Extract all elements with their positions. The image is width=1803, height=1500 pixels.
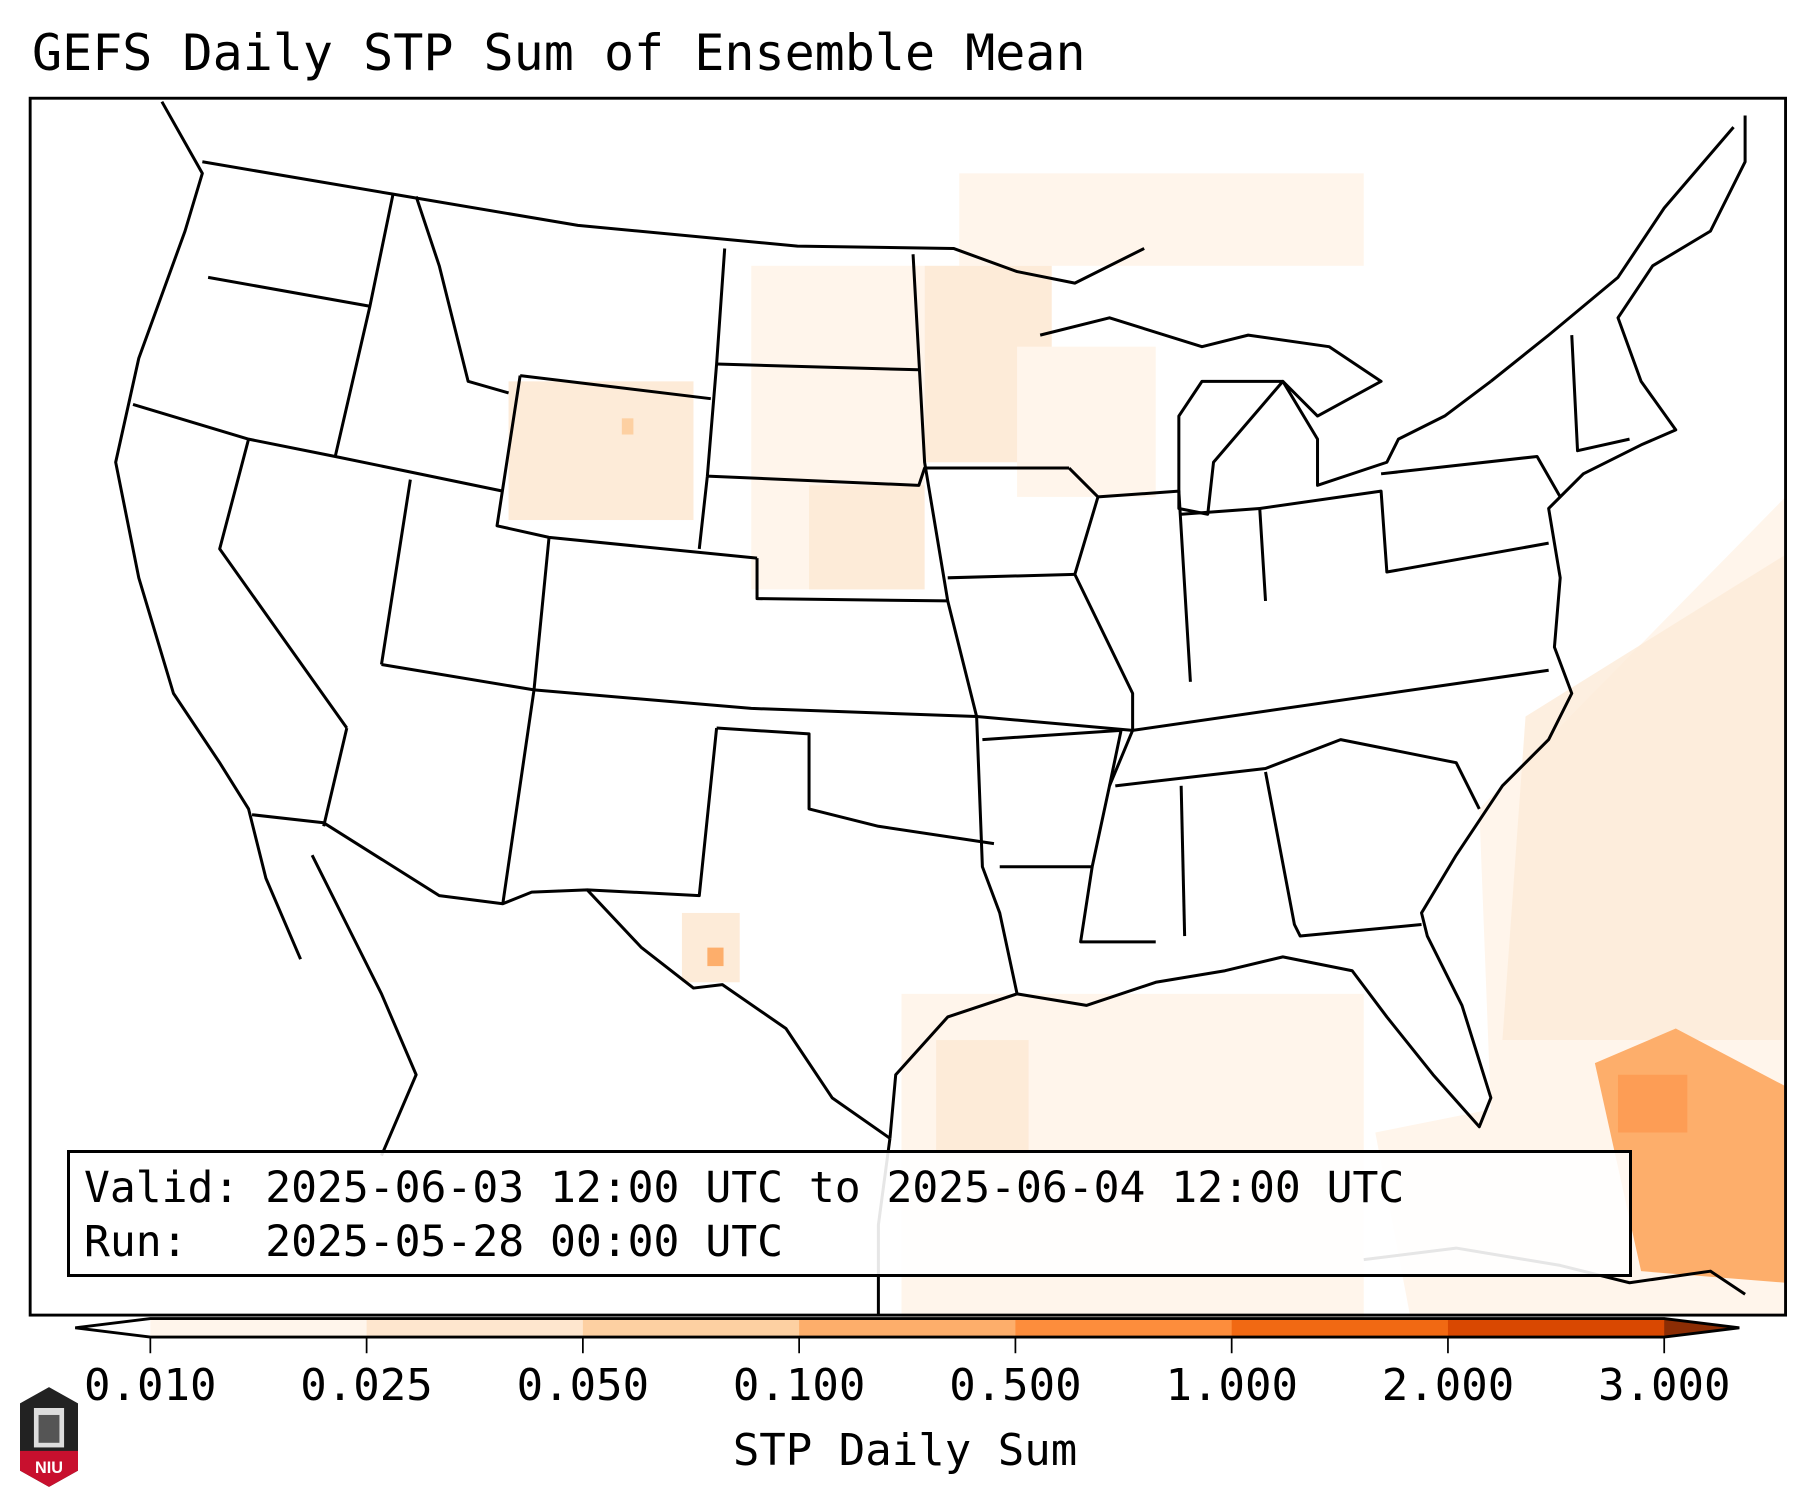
colorbar-segment: [799, 1318, 1016, 1338]
colorbar-segment: [1447, 1318, 1665, 1338]
colorbar-under-extension: [75, 1318, 151, 1338]
run-time-text: Run: 2025-05-28 00:00 UTC: [84, 1217, 783, 1267]
state-borders: [132, 193, 1630, 995]
plot-title: GEFS Daily STP Sum of Ensemble Mean: [32, 24, 1086, 82]
colorbar-tick-label: 2.000: [1381, 1360, 1515, 1411]
colorbar-segment: [366, 1318, 584, 1338]
colorbar-segment: [1231, 1318, 1449, 1338]
map-frame: [28, 96, 1787, 1317]
great-lakes: [1039, 316, 1492, 516]
gulf-coast: [888, 115, 1747, 1139]
colorbar-tick-label: 3.000: [1598, 1360, 1731, 1411]
colorbar-tick-label: 0.500: [949, 1360, 1082, 1411]
colorbar-over-extension: [1664, 1318, 1740, 1338]
st-lawrence: [1489, 126, 1735, 383]
baja-coast: [310, 854, 418, 1157]
colorbar-segment: [1015, 1318, 1233, 1338]
colorbar-tick-label: 0.050: [516, 1360, 650, 1411]
colorbar-tick-label: 0.010: [84, 1360, 217, 1411]
mexico-border: [251, 813, 891, 1140]
colorbar-label: STP Daily Sum: [732, 1425, 1078, 1476]
colorbar-segment: [582, 1318, 800, 1338]
valid-run-info-box: Valid: 2025-06-03 12:00 UTC to 2025-06-0…: [67, 1150, 1632, 1277]
niu-logo-icon: NIU: [20, 1387, 78, 1487]
colorbar-segment: [150, 1318, 368, 1338]
canada-border: [202, 160, 1145, 285]
us-outline: [114, 100, 302, 960]
svg-text:NIU: NIU: [35, 1459, 63, 1477]
colorbar: [75, 1317, 1740, 1354]
valid-time-text: Valid: 2025-06-03 12:00 UTC to 2025-06-0…: [84, 1163, 1405, 1213]
colorbar-tick-label: 0.025: [300, 1360, 433, 1411]
colorbar-tick-label: 0.100: [732, 1360, 866, 1411]
colorbar-tick-label: 1.000: [1165, 1360, 1298, 1411]
